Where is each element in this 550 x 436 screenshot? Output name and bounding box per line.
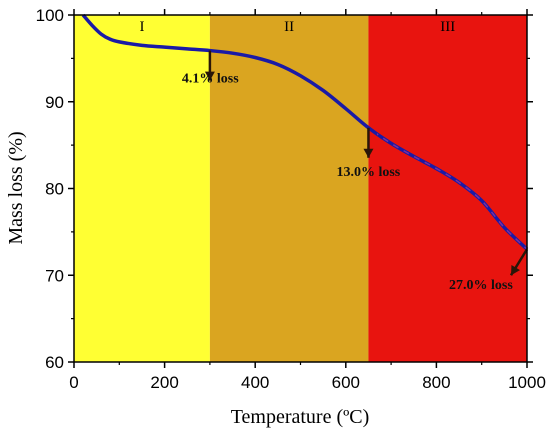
annotation-1-label: 13.0% loss (336, 165, 400, 180)
region-1-label: I (139, 19, 144, 35)
y-tick-label: 100 (36, 6, 64, 25)
y-tick-label: 90 (45, 93, 64, 112)
axis-ticks: 0 200 400 600 800 1000 60 70 80 90 100 (36, 6, 546, 392)
y-tick-label: 70 (45, 266, 64, 285)
y-tick-label: 80 (45, 180, 64, 199)
region-1-band (74, 15, 210, 362)
x-tick-label: 600 (332, 373, 360, 392)
region-2-band (209, 15, 369, 362)
x-tick-label: 800 (422, 373, 450, 392)
region-3-band (368, 15, 527, 362)
annotation-2-label: 27.0% loss (449, 278, 513, 293)
x-axis-title: Temperature (ºC) (231, 406, 370, 428)
loss-annotations: 4.1% loss 13.0% loss 27.0% loss (182, 50, 529, 293)
x-tick-label: 0 (69, 373, 78, 392)
annotation-1-arrow-head (363, 148, 374, 158)
annotation-0-arrow-head (204, 71, 215, 81)
data-series (81, 13, 529, 251)
y-tick-label: 60 (45, 353, 64, 372)
series-0-line (81, 13, 529, 251)
x-tick-label: 400 (241, 373, 269, 392)
region-3-label: III (440, 19, 455, 35)
x-tick-label: 200 (150, 373, 178, 392)
temperature-regions: I II III (74, 15, 527, 362)
region-2-label: II (284, 19, 294, 35)
x-tick-label: 1000 (508, 373, 546, 392)
annotation-2-arrow-head (511, 264, 520, 276)
y-axis-title: Mass loss (%) (5, 131, 27, 244)
annotation-0-label: 4.1% loss (182, 72, 239, 87)
